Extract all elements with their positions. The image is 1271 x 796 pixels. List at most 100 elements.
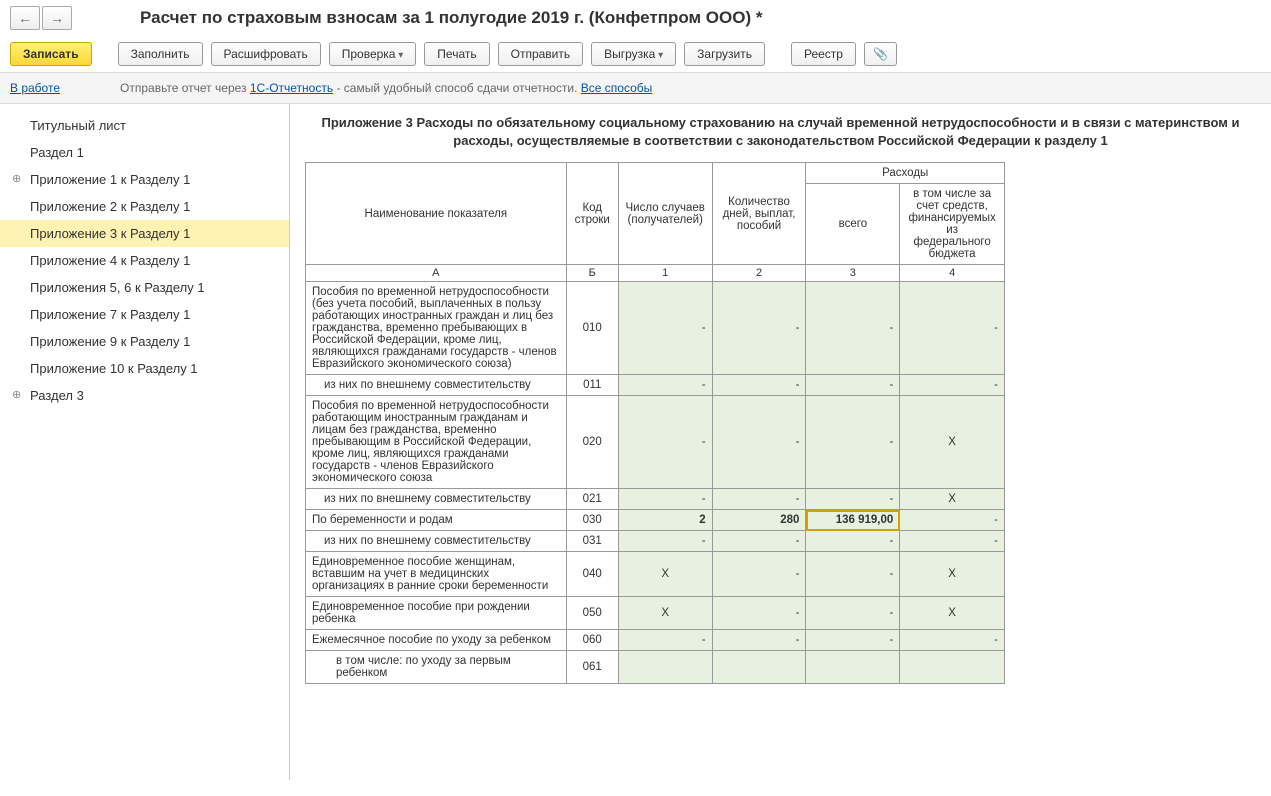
- registry-button[interactable]: Реестр: [791, 42, 856, 66]
- info-hint: Отправьте отчет через 1С-Отчетность - са…: [120, 81, 652, 95]
- export-button[interactable]: Выгрузка: [591, 42, 676, 66]
- cell-name: Пособия по временной нетрудоспособности …: [306, 282, 567, 375]
- cell-code: 021: [566, 489, 618, 510]
- table-row: Ежемесячное пособие по уходу за ребенком…: [306, 630, 1005, 651]
- cell-code: 061: [566, 651, 618, 684]
- cell-code: 040: [566, 552, 618, 597]
- table-row: Единовременное пособие женщинам, вставши…: [306, 552, 1005, 597]
- decode-button[interactable]: Расшифровать: [211, 42, 321, 66]
- cell-name: в том числе: по уходу за первым ребенком: [306, 651, 567, 684]
- table-row: в том числе: по уходу за первым ребенком…: [306, 651, 1005, 684]
- cell-value[interactable]: [900, 651, 1005, 684]
- nav-back-button[interactable]: ←: [10, 6, 40, 30]
- cell-value[interactable]: -: [618, 282, 712, 375]
- cell-value[interactable]: -: [900, 630, 1005, 651]
- colhead-a: А: [306, 265, 567, 282]
- load-button[interactable]: Загрузить: [684, 42, 765, 66]
- colhead-b: Б: [566, 265, 618, 282]
- link-all-ways[interactable]: Все способы: [581, 81, 653, 95]
- cell-value[interactable]: X: [900, 597, 1005, 630]
- cell-value[interactable]: X: [618, 552, 712, 597]
- cell-value[interactable]: [618, 651, 712, 684]
- fill-button[interactable]: Заполнить: [118, 42, 203, 66]
- write-button[interactable]: Записать: [10, 42, 92, 66]
- colhead-2: 2: [712, 265, 806, 282]
- cell-code: 020: [566, 396, 618, 489]
- cell-value[interactable]: [712, 651, 806, 684]
- cell-name: из них по внешнему совместительству: [306, 375, 567, 396]
- print-button[interactable]: Печать: [424, 42, 489, 66]
- cell-value[interactable]: -: [618, 630, 712, 651]
- cell-value[interactable]: -: [806, 489, 900, 510]
- tree-item-6[interactable]: Приложения 5, 6 к Разделу 1: [0, 274, 289, 301]
- tree-item-8[interactable]: Приложение 9 к Разделу 1: [0, 328, 289, 355]
- cell-value[interactable]: -: [900, 282, 1005, 375]
- cell-value[interactable]: -: [806, 375, 900, 396]
- cell-name: Единовременное пособие женщинам, вставши…: [306, 552, 567, 597]
- tree-item-5[interactable]: Приложение 4 к Разделу 1: [0, 247, 289, 274]
- attach-button[interactable]: 📎: [864, 42, 897, 66]
- check-button[interactable]: Проверка: [329, 42, 417, 66]
- cell-value[interactable]: -: [712, 531, 806, 552]
- th-cases: Число случаев (получателей): [618, 163, 712, 265]
- cell-value[interactable]: 136 919,00: [806, 510, 900, 531]
- cell-value[interactable]: -: [806, 396, 900, 489]
- cell-value[interactable]: -: [712, 489, 806, 510]
- table-row: Единовременное пособие при рождении ребе…: [306, 597, 1005, 630]
- cell-value[interactable]: [806, 651, 900, 684]
- status-link[interactable]: В работе: [10, 81, 60, 95]
- cell-code: 011: [566, 375, 618, 396]
- cell-value[interactable]: 280: [712, 510, 806, 531]
- cell-value[interactable]: -: [712, 597, 806, 630]
- cell-value[interactable]: -: [806, 552, 900, 597]
- cell-value[interactable]: X: [618, 597, 712, 630]
- cell-code: 030: [566, 510, 618, 531]
- link-1c[interactable]: 1С-Отчетность: [250, 81, 333, 95]
- th-code: Код строки: [566, 163, 618, 265]
- cell-code: 060: [566, 630, 618, 651]
- table-row: Пособия по временной нетрудоспособности …: [306, 396, 1005, 489]
- cell-value[interactable]: -: [618, 531, 712, 552]
- cell-value[interactable]: -: [900, 510, 1005, 531]
- cell-value[interactable]: -: [806, 531, 900, 552]
- cell-code: 031: [566, 531, 618, 552]
- th-total: всего: [806, 184, 900, 265]
- cell-value[interactable]: X: [900, 396, 1005, 489]
- tree-item-10[interactable]: Раздел 3: [0, 382, 289, 409]
- cell-value[interactable]: -: [712, 282, 806, 375]
- cell-value[interactable]: -: [618, 396, 712, 489]
- cell-value[interactable]: X: [900, 489, 1005, 510]
- cell-code: 050: [566, 597, 618, 630]
- cell-value[interactable]: 2: [618, 510, 712, 531]
- tree-item-0[interactable]: Титульный лист: [0, 112, 289, 139]
- cell-value[interactable]: -: [806, 630, 900, 651]
- nav-forward-button[interactable]: →: [42, 6, 72, 30]
- cell-value[interactable]: -: [806, 282, 900, 375]
- cell-code: 010: [566, 282, 618, 375]
- cell-value[interactable]: -: [712, 552, 806, 597]
- tree-item-2[interactable]: Приложение 1 к Разделу 1: [0, 166, 289, 193]
- send-button[interactable]: Отправить: [498, 42, 584, 66]
- cell-value[interactable]: -: [712, 375, 806, 396]
- page-title: Расчет по страховым взносам за 1 полугод…: [140, 8, 762, 28]
- table-row: из них по внешнему совместительству011--…: [306, 375, 1005, 396]
- th-expenses: Расходы: [806, 163, 1005, 184]
- colhead-3: 3: [806, 265, 900, 282]
- cell-value[interactable]: -: [806, 597, 900, 630]
- colhead-4: 4: [900, 265, 1005, 282]
- cell-value[interactable]: -: [712, 630, 806, 651]
- tree-item-9[interactable]: Приложение 10 к Разделу 1: [0, 355, 289, 382]
- cell-value[interactable]: -: [712, 396, 806, 489]
- tree-item-3[interactable]: Приложение 2 к Разделу 1: [0, 193, 289, 220]
- cell-value[interactable]: X: [900, 552, 1005, 597]
- cell-value[interactable]: -: [618, 375, 712, 396]
- cell-value[interactable]: -: [900, 531, 1005, 552]
- tree-item-4[interactable]: Приложение 3 к Разделу 1: [0, 220, 289, 247]
- tree-item-1[interactable]: Раздел 1: [0, 139, 289, 166]
- table-row: Пособия по временной нетрудоспособности …: [306, 282, 1005, 375]
- tree-item-7[interactable]: Приложение 7 к Разделу 1: [0, 301, 289, 328]
- cell-value[interactable]: -: [618, 489, 712, 510]
- cell-value[interactable]: -: [900, 375, 1005, 396]
- cell-name: из них по внешнему совместительству: [306, 489, 567, 510]
- data-table: Наименование показателя Код строки Число…: [305, 162, 1005, 684]
